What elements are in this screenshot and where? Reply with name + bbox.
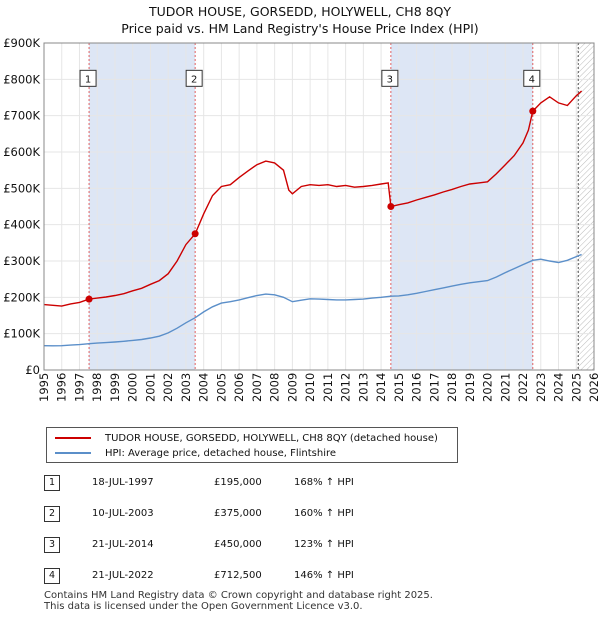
sale-price: £712,500	[214, 570, 262, 581]
x-tick-label: 2011	[321, 373, 335, 402]
sale-label-box	[185, 69, 203, 87]
legend-swatch-property	[55, 437, 91, 439]
x-tick-label: 2007	[250, 373, 264, 402]
chart-subtitle: Price paid vs. HM Land Registry's House …	[121, 21, 479, 36]
x-tick-label: 2013	[356, 373, 370, 402]
sale-point	[529, 107, 537, 115]
x-tick-label: 2026	[587, 373, 600, 402]
legend-swatch-hpi	[55, 452, 91, 454]
x-tick-label: 2006	[232, 373, 246, 402]
sale-label-box	[381, 69, 399, 87]
x-tick-label: 2021	[498, 373, 512, 402]
y-tick-label: £900K	[3, 36, 40, 50]
legend-item-property: TUDOR HOUSE, GORSEDD, HOLYWELL, CH8 8QY …	[55, 431, 438, 445]
x-tick-label: 2012	[339, 373, 353, 402]
x-tick-label: 2019	[463, 373, 477, 402]
x-tick-label: 2004	[197, 373, 211, 402]
x-tick-label: 2018	[445, 373, 459, 402]
x-tick-label: 1996	[55, 373, 69, 402]
x-tick-label: 2008	[268, 373, 282, 402]
sale-number-badge: 2	[44, 506, 60, 522]
sale-price: £450,000	[214, 539, 262, 550]
sale-number-badge: 3	[44, 537, 60, 553]
plot-frame	[43, 42, 595, 371]
footer-line-copyright: Contains HM Land Registry data © Crown c…	[44, 590, 433, 601]
sale-hpi-change: 160% ↑ HPI	[294, 508, 354, 519]
y-tick-label: £0	[25, 363, 40, 377]
sale-number-badge: 1	[44, 475, 60, 491]
x-tick-label: 2020	[481, 373, 495, 402]
y-tick-label: £500K	[3, 181, 40, 195]
y-tick-label: £600K	[3, 145, 40, 159]
footer-line-licence: This data is licensed under the Open Gov…	[44, 601, 363, 612]
x-tick-label: 2025	[569, 373, 583, 402]
y-tick-label: £400K	[3, 218, 40, 232]
sale-point	[387, 203, 395, 210]
sale-hpi-change: 123% ↑ HPI	[294, 539, 354, 550]
sale-hpi-change: 168% ↑ HPI	[294, 477, 354, 488]
x-tick-label: 2000	[126, 373, 140, 402]
x-tick-label: 2024	[552, 373, 566, 402]
sale-label-number: 2	[191, 74, 197, 85]
x-tick-label: 2009	[285, 373, 299, 402]
x-tick-label: 2016	[410, 373, 424, 402]
hpi-line	[43, 253, 582, 347]
sale-date: 10-JUL-2003	[92, 508, 154, 519]
x-tick-label: 1998	[90, 373, 104, 402]
sale-period-shade	[390, 43, 533, 370]
legend-label-property: TUDOR HOUSE, GORSEDD, HOLYWELL, CH8 8QY …	[105, 432, 438, 444]
y-tick-label: £700K	[3, 109, 40, 123]
x-tick-label: 2017	[427, 373, 441, 402]
x-tick-label: 2001	[143, 373, 157, 402]
sale-price: £375,000	[214, 508, 262, 519]
x-tick-label: 1995	[37, 373, 51, 402]
x-tick-label: 2003	[179, 373, 193, 402]
sale-row: 1 18-JUL-1997 £195,000 168% ↑ HPI	[44, 475, 404, 491]
x-tick-label: 2015	[392, 373, 406, 402]
legend: TUDOR HOUSE, GORSEDD, HOLYWELL, CH8 8QY …	[46, 427, 458, 463]
x-tick-label: 2022	[516, 373, 530, 402]
legend-item-hpi: HPI: Average price, detached house, Flin…	[55, 446, 336, 460]
sale-row: 4 21-JUL-2022 £712,500 146% ↑ HPI	[44, 568, 404, 584]
y-tick-label: £200K	[3, 290, 40, 304]
sale-label-number: 1	[85, 74, 91, 85]
sale-point	[85, 295, 93, 303]
y-tick-label: £300K	[3, 254, 40, 268]
x-tick-label: 2002	[161, 373, 175, 402]
chart-title: TUDOR HOUSE, GORSEDD, HOLYWELL, CH8 8QY	[148, 4, 452, 19]
x-tick-label: 1999	[108, 373, 122, 402]
x-tick-label: 2023	[534, 373, 548, 402]
sale-period-shade	[89, 43, 196, 370]
sale-price: £195,000	[214, 477, 262, 488]
sale-hpi-change: 146% ↑ HPI	[294, 570, 354, 581]
sale-date: 21-JUL-2014	[92, 539, 154, 550]
sale-label-number: 3	[387, 74, 393, 85]
y-tick-label: £800K	[3, 72, 40, 86]
x-tick-label: 1997	[72, 373, 86, 402]
sale-label-box	[523, 69, 541, 87]
sale-date: 21-JUL-2022	[92, 570, 154, 581]
sale-row: 2 10-JUL-2003 £375,000 160% ↑ HPI	[44, 506, 404, 522]
footer-attribution: Contains HM Land Registry data © Crown c…	[44, 590, 433, 612]
y-tick-label: £100K	[3, 327, 40, 341]
sale-label-number: 4	[529, 74, 535, 85]
x-tick-label: 2005	[214, 373, 228, 402]
sale-label-box	[79, 69, 97, 87]
sale-number-badge: 4	[44, 568, 60, 584]
sale-row: 3 21-JUL-2014 £450,000 123% ↑ HPI	[44, 537, 404, 553]
forecast-hatch	[576, 43, 594, 370]
sale-date: 18-JUL-1997	[92, 477, 154, 488]
x-tick-label: 2014	[374, 373, 388, 402]
sale-point	[191, 230, 199, 238]
x-tick-label: 2010	[303, 373, 317, 402]
property-price-line	[43, 90, 583, 307]
price-chart: 1 2 3 4 £0 £100K £200K £300K £400K £500K £600K £700…	[3, 36, 600, 402]
legend-label-hpi: HPI: Average price, detached house, Flin…	[105, 447, 337, 459]
